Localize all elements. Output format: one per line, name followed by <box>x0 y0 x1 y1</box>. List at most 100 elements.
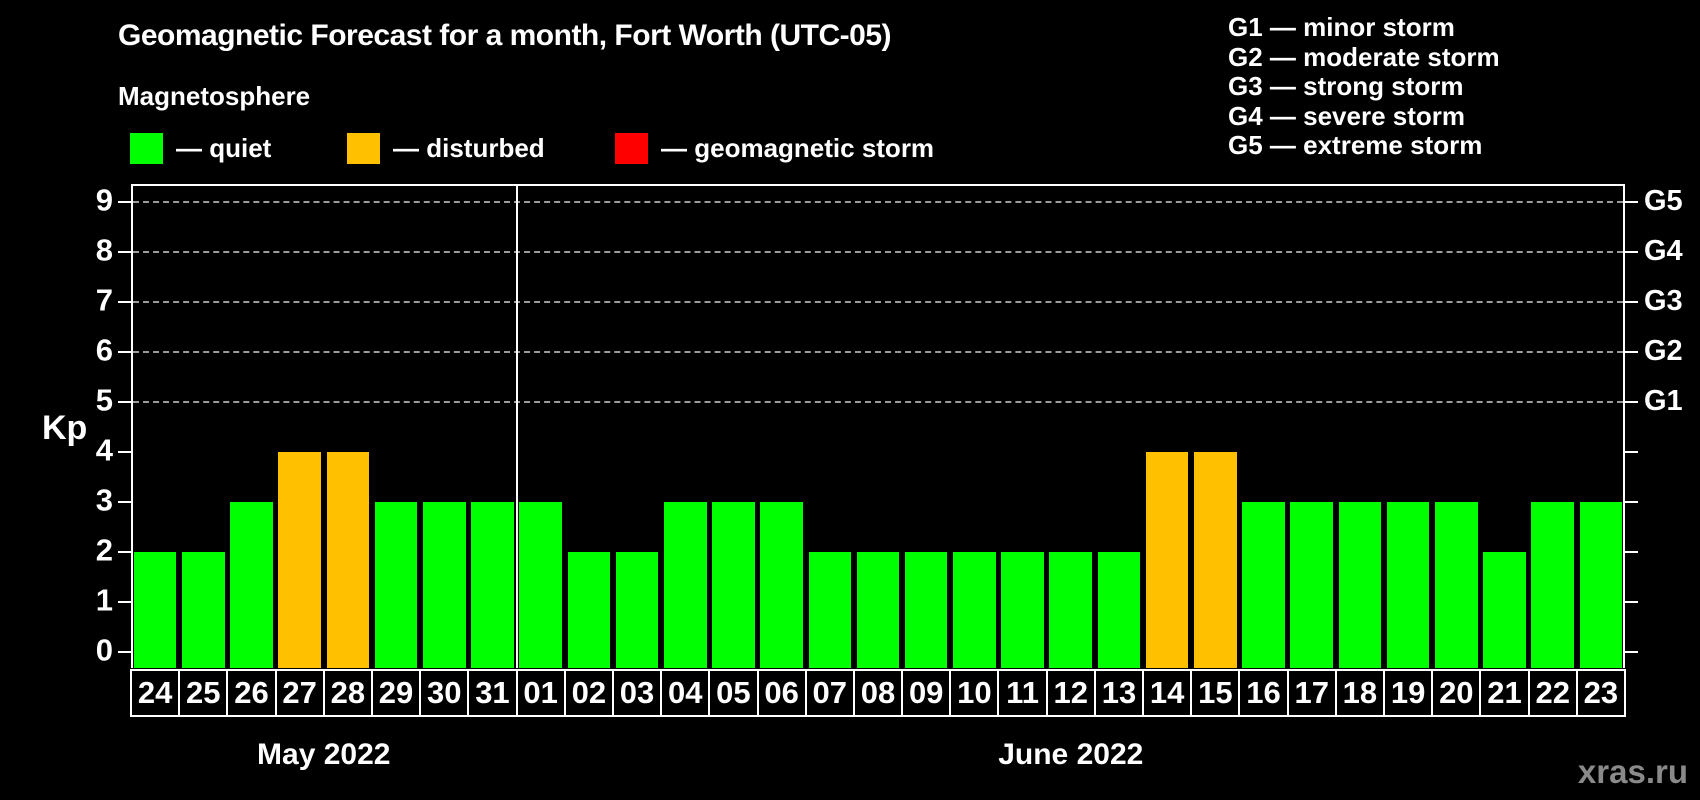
legend-item-disturbed: — disturbed <box>347 133 545 164</box>
y-axis-tick-left <box>118 351 131 353</box>
gridline-kp7 <box>133 301 1623 303</box>
date-cell-15: 15 <box>1190 669 1241 717</box>
bar-day-05 <box>712 502 755 668</box>
bar-day-08 <box>856 552 900 668</box>
date-cell-04: 04 <box>660 669 711 717</box>
date-cell-06: 06 <box>756 669 807 717</box>
y-axis-tick-label-7: 7 <box>95 282 113 318</box>
bar-day-07 <box>808 552 852 668</box>
y-axis-tick-left <box>118 451 131 453</box>
gridline-kp5 <box>133 401 1623 403</box>
bar-day-12 <box>1049 552 1093 668</box>
g-scale-legend-line-g4: G4 — severe storm <box>1228 100 1466 131</box>
bar-day-20 <box>1435 502 1478 668</box>
bar-day-19 <box>1386 502 1430 668</box>
right-axis-label-g3: G3 <box>1644 284 1683 317</box>
legend-item-label: — geomagnetic storm <box>661 133 935 163</box>
y-axis-tick-left <box>118 651 131 653</box>
date-cell-17: 17 <box>1286 669 1337 717</box>
y-axis-tick-label-0: 0 <box>95 632 113 668</box>
y-axis-tick-left <box>118 551 131 553</box>
y-axis-tick-right <box>1625 551 1638 553</box>
date-cell-05: 05 <box>708 669 759 717</box>
y-axis-tick-right <box>1625 401 1638 403</box>
y-axis-title: Kp <box>42 409 88 447</box>
legend-item-storm: — geomagnetic storm <box>615 133 934 164</box>
bar-day-21 <box>1483 552 1526 668</box>
y-axis-tick-label-6: 6 <box>95 332 113 368</box>
month-label-1: June 2022 <box>998 738 1144 771</box>
disturbed-color-swatch <box>347 133 380 164</box>
y-axis-tick-right <box>1625 201 1638 203</box>
right-axis-label-g5: G5 <box>1644 184 1683 217</box>
bar-day-29 <box>374 502 418 668</box>
y-axis-tick-label-8: 8 <box>95 232 113 268</box>
g-scale-legend-line-g5: G5 — extreme storm <box>1228 130 1483 160</box>
y-axis-tick-label-9: 9 <box>95 182 113 218</box>
y-axis-tick-right <box>1625 351 1638 353</box>
bar-day-30 <box>422 502 466 668</box>
date-cell-27: 27 <box>274 669 325 717</box>
bar-day-14 <box>1145 452 1189 668</box>
date-cell-10: 10 <box>949 669 1000 717</box>
bar-day-15 <box>1194 452 1237 668</box>
y-axis-tick-left <box>118 601 131 603</box>
date-cell-28: 28 <box>322 669 373 717</box>
y-axis-tick-right <box>1625 651 1638 653</box>
y-axis-tick-label-4: 4 <box>95 432 113 468</box>
date-cell-29: 29 <box>370 669 422 717</box>
gridline-kp9 <box>133 201 1623 203</box>
date-cell-24: 24 <box>130 669 181 717</box>
y-axis-tick-right <box>1625 501 1638 503</box>
y-axis-tick-left <box>118 301 131 303</box>
date-cell-25: 25 <box>178 669 229 717</box>
bar-day-25 <box>181 552 225 668</box>
bar-day-01 <box>519 502 562 668</box>
bar-day-13 <box>1097 552 1141 668</box>
bar-day-22 <box>1531 502 1574 668</box>
date-cell-07: 07 <box>804 669 855 717</box>
legend-item-label: — disturbed <box>393 133 545 163</box>
date-cell-30: 30 <box>419 669 470 717</box>
date-cell-03: 03 <box>611 669 663 717</box>
bar-day-02 <box>567 552 611 668</box>
bar-day-09 <box>904 552 948 668</box>
date-cell-18: 18 <box>1334 669 1386 717</box>
right-axis-label-g2: G2 <box>1644 334 1683 367</box>
bar-day-18 <box>1338 502 1382 668</box>
storm-color-swatch <box>615 133 648 164</box>
y-axis-tick-left <box>118 501 131 503</box>
y-axis-tick-left <box>118 201 131 203</box>
y-axis-tick-right <box>1625 251 1638 253</box>
watermark: xras.ru <box>1577 753 1688 790</box>
bar-day-10 <box>953 552 996 668</box>
y-axis-tick-right <box>1625 301 1638 303</box>
bar-day-17 <box>1290 502 1334 668</box>
y-axis-tick-label-3: 3 <box>95 482 113 518</box>
date-cell-01: 01 <box>515 669 566 717</box>
date-cell-14: 14 <box>1142 669 1193 717</box>
date-cell-26: 26 <box>226 669 277 717</box>
y-axis-tick-right <box>1625 451 1638 453</box>
plot-area <box>131 184 1625 668</box>
bar-day-06 <box>760 502 803 668</box>
bar-day-11 <box>1001 552 1044 668</box>
date-cell-19: 19 <box>1383 669 1434 717</box>
date-cell-11: 11 <box>997 669 1048 717</box>
g-scale-legend: G1 — minor storm G2 — moderate storm G3 … <box>1228 12 1500 161</box>
y-axis-tick-label-2: 2 <box>95 532 113 568</box>
bar-day-16 <box>1242 502 1285 668</box>
date-cell-08: 08 <box>852 669 904 717</box>
bar-day-27 <box>278 452 321 668</box>
y-axis-tick-left <box>118 251 131 253</box>
g-scale-legend-line-g1: G1 — minor storm <box>1228 12 1455 42</box>
bar-day-03 <box>615 552 659 668</box>
date-cell-20: 20 <box>1431 669 1482 717</box>
date-cell-21: 21 <box>1479 669 1530 717</box>
date-cell-12: 12 <box>1045 669 1096 717</box>
gridline-kp6 <box>133 351 1623 353</box>
date-cell-02: 02 <box>563 669 614 717</box>
date-cell-09: 09 <box>901 669 952 717</box>
right-axis-label-g4: G4 <box>1644 234 1683 267</box>
